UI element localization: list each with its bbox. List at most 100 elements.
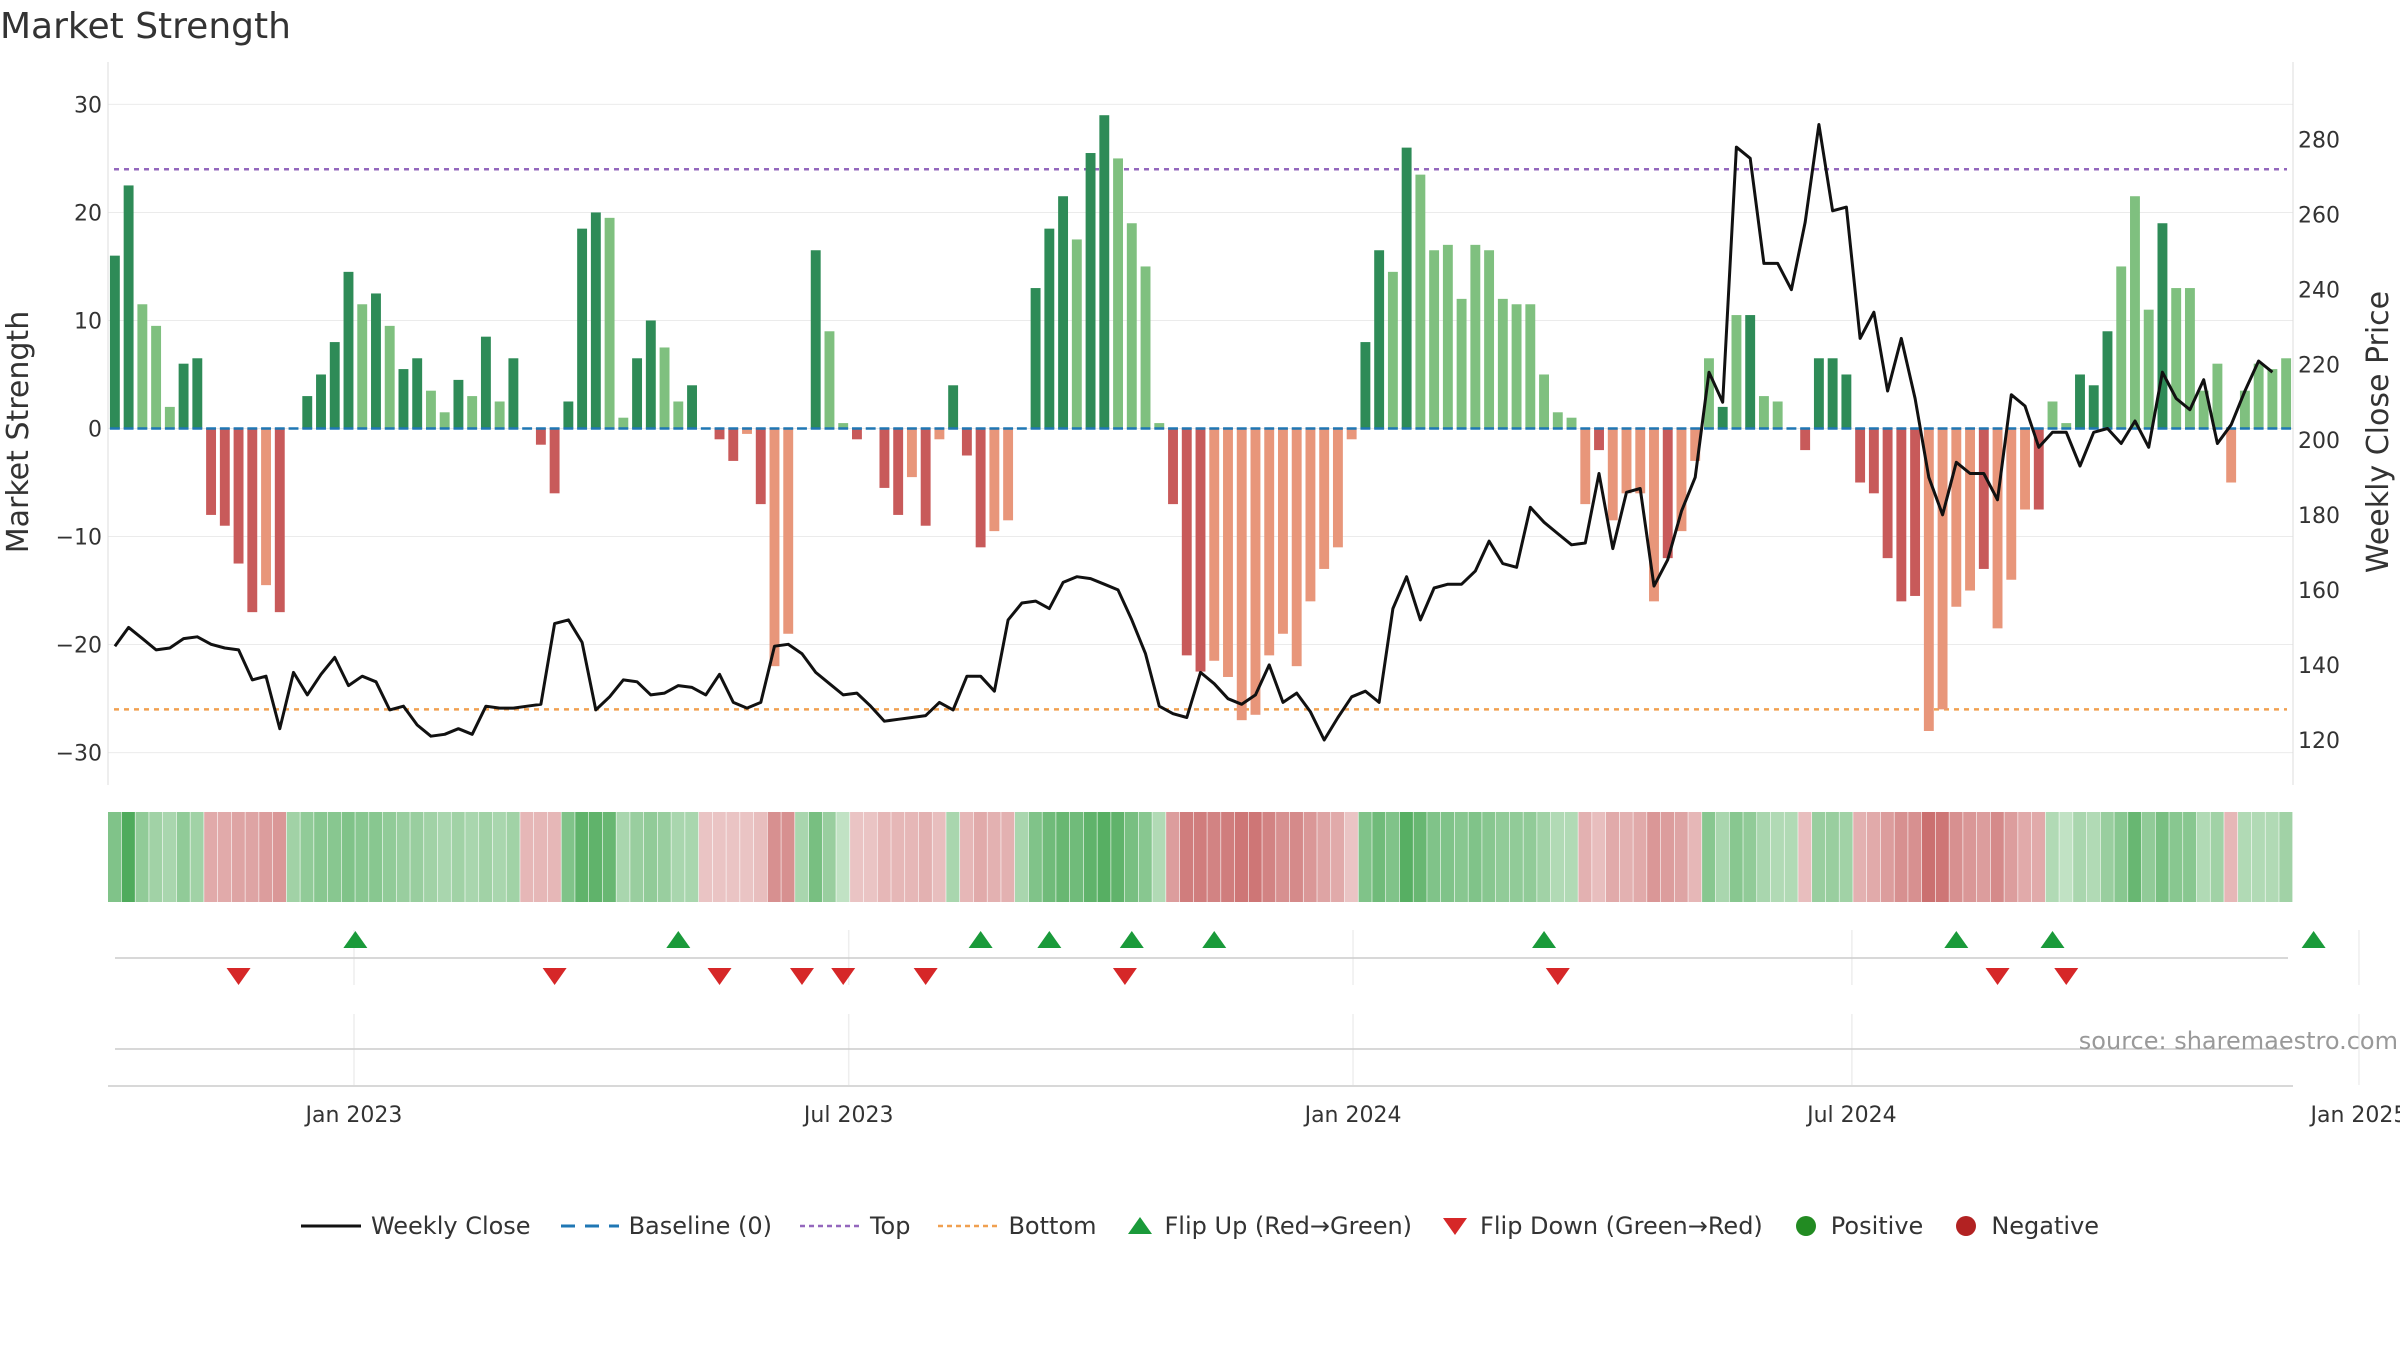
legend-label: Flip Down (Green→Red) bbox=[1480, 1212, 1763, 1240]
negative-bar bbox=[1346, 428, 1357, 440]
positive-bar bbox=[164, 406, 175, 429]
strip-cell bbox=[1619, 812, 1633, 902]
positive-bar bbox=[1415, 174, 1426, 429]
strip-cell bbox=[2073, 812, 2087, 902]
strip-cell bbox=[1331, 812, 1345, 902]
strip-cell bbox=[987, 812, 1001, 902]
positive-bar bbox=[2253, 363, 2264, 429]
strip-cell bbox=[2265, 812, 2279, 902]
y-right-tick-label: 120 bbox=[2298, 729, 2340, 754]
positive-bar bbox=[1827, 358, 1838, 429]
positive-bar bbox=[645, 320, 656, 429]
negative-bar bbox=[714, 428, 725, 440]
negative-bar bbox=[274, 428, 285, 613]
negative-bar bbox=[233, 428, 244, 564]
strip-cell bbox=[2045, 812, 2059, 902]
strip-cell bbox=[300, 812, 314, 902]
strip-cell bbox=[204, 812, 218, 902]
strip-cell bbox=[1097, 812, 1111, 902]
strip-cell bbox=[1440, 812, 1455, 902]
legend-label: Flip Up (Red→Green) bbox=[1164, 1212, 1413, 1240]
strength-bars bbox=[109, 115, 2292, 731]
strip-cell bbox=[630, 812, 644, 902]
strip-cell bbox=[1372, 812, 1386, 902]
positive-bar bbox=[494, 401, 505, 429]
strip-cell bbox=[1660, 812, 1675, 902]
strip-cell bbox=[767, 812, 781, 902]
strip-cell bbox=[1495, 812, 1510, 902]
strip-cell bbox=[1990, 812, 2004, 902]
negative-bar bbox=[1992, 428, 2003, 629]
x-tick-label: Jul 2023 bbox=[802, 1103, 894, 1128]
strip-cell bbox=[217, 812, 232, 902]
strip-cell bbox=[1454, 812, 1468, 902]
flip-down-marker bbox=[226, 968, 251, 985]
y-left-tick-label: 20 bbox=[74, 201, 102, 226]
strip-cell bbox=[286, 812, 300, 902]
positive-bar bbox=[453, 379, 464, 429]
negative-bar bbox=[1965, 428, 1976, 591]
strip-cell bbox=[506, 812, 520, 902]
strip-cell bbox=[1289, 812, 1303, 902]
negative-bar bbox=[1910, 428, 1921, 596]
strip-cell bbox=[1083, 812, 1097, 902]
positive-bar bbox=[824, 331, 835, 429]
negative-bar bbox=[2226, 428, 2237, 483]
legend-item-negative: Negative bbox=[1951, 1212, 2099, 1240]
flip-down-marker bbox=[831, 968, 856, 985]
negative-bar bbox=[906, 428, 917, 478]
positive-bar bbox=[2281, 358, 2292, 429]
positive-bar bbox=[109, 255, 120, 429]
negative-bar bbox=[783, 428, 794, 634]
strip-cell bbox=[424, 812, 438, 902]
strip-cell bbox=[1757, 812, 1771, 902]
strip-cell bbox=[726, 812, 740, 902]
positive-bar bbox=[1140, 266, 1151, 429]
legend-item-close: Weekly Close bbox=[300, 1212, 531, 1240]
y-right-tick-label: 200 bbox=[2298, 429, 2340, 454]
positive-bar bbox=[659, 347, 670, 429]
positive-bar bbox=[2212, 363, 2223, 429]
strip-cell bbox=[973, 812, 987, 902]
negative-bar bbox=[755, 428, 766, 505]
baseline-legend-icon bbox=[560, 1224, 619, 1228]
positive-bar bbox=[1745, 315, 1756, 429]
strip-cell bbox=[1344, 812, 1358, 902]
strip-cell bbox=[1702, 812, 1716, 902]
strip-cell bbox=[341, 812, 355, 902]
strip-cell bbox=[1069, 812, 1084, 902]
strip-cell bbox=[1138, 812, 1152, 902]
x-tick-label: Jul 2024 bbox=[1805, 1103, 1897, 1128]
legend-triangle-down-icon bbox=[1443, 1218, 1468, 1235]
strip-cell bbox=[588, 812, 603, 902]
strip-cell bbox=[657, 812, 671, 902]
strip-cell bbox=[891, 812, 905, 902]
positive-bar bbox=[673, 401, 684, 429]
negative-bar bbox=[1690, 428, 1701, 461]
strip-cell bbox=[2031, 812, 2046, 902]
strip-cell bbox=[2169, 812, 2183, 902]
flip-down-marker bbox=[913, 968, 938, 985]
positive-bar bbox=[302, 396, 313, 429]
positive-bar bbox=[1813, 358, 1824, 429]
positive-bar bbox=[1539, 374, 1550, 429]
positive-bar bbox=[810, 250, 821, 429]
strip-cell bbox=[1633, 812, 1647, 902]
positive-bar bbox=[687, 385, 697, 429]
positive-bar bbox=[1360, 342, 1371, 429]
strip-cell bbox=[808, 812, 822, 902]
strip-cell bbox=[547, 812, 561, 902]
chart-title: Market Strength bbox=[0, 6, 291, 47]
positive-bar bbox=[604, 217, 615, 429]
positive-bar bbox=[2267, 369, 2278, 429]
negative-bar bbox=[1676, 428, 1687, 532]
positive-bar bbox=[1113, 158, 1123, 429]
positive-bar bbox=[178, 363, 189, 429]
strip-cell bbox=[698, 812, 713, 902]
strip-cell bbox=[1413, 812, 1427, 902]
strip-cell bbox=[1207, 812, 1221, 902]
positive-bar bbox=[467, 396, 478, 429]
strip-cell bbox=[2100, 812, 2114, 902]
negative-bar bbox=[1978, 428, 1989, 569]
strip-cell bbox=[2279, 812, 2293, 902]
